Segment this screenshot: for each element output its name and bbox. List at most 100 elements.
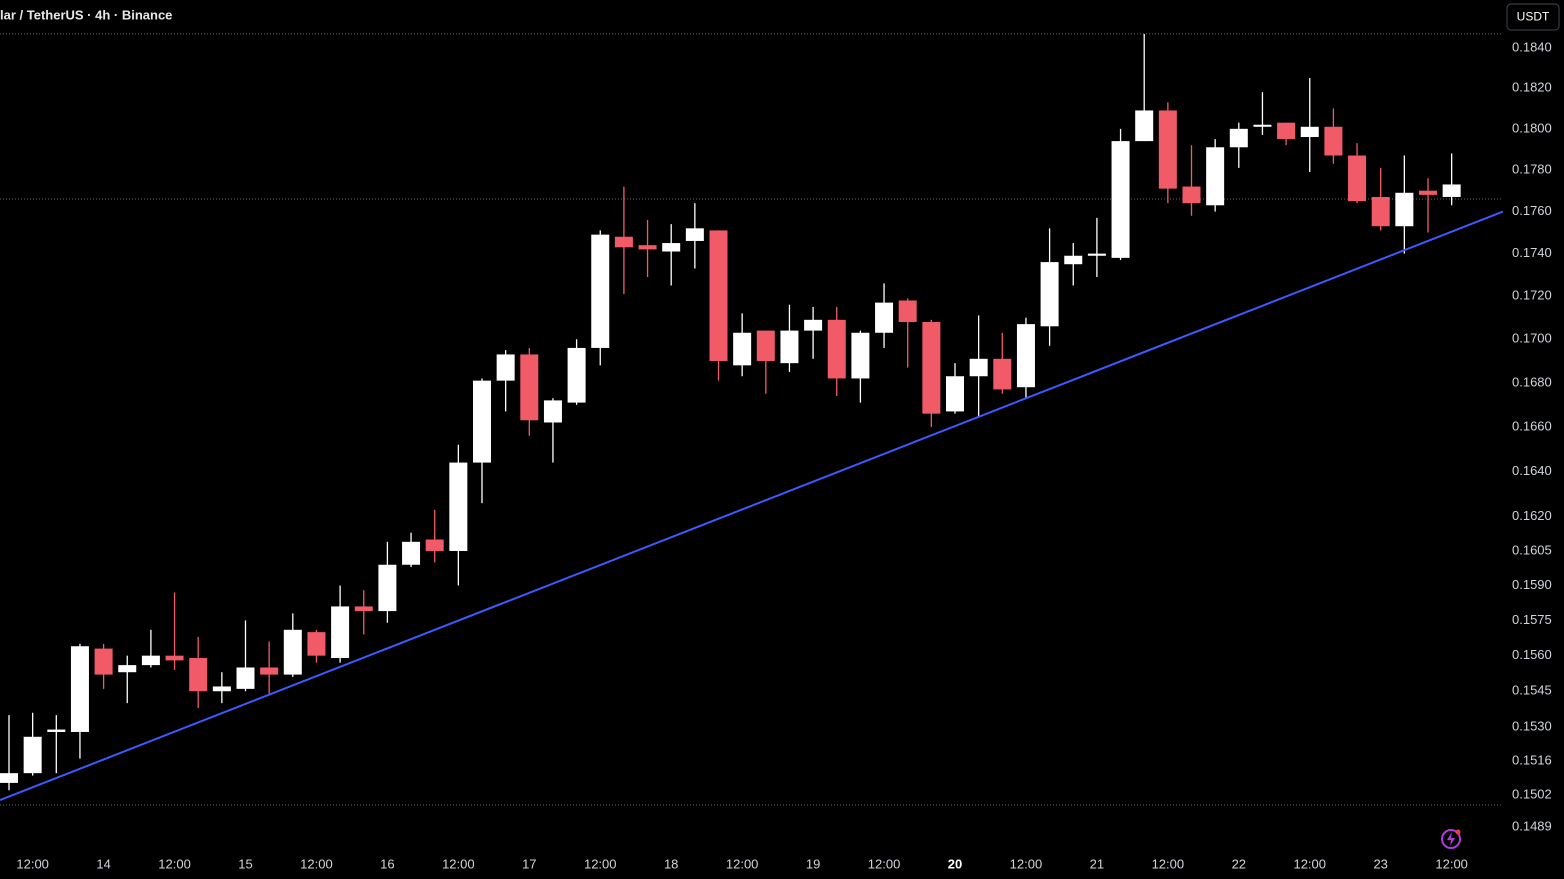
x-tick-label: 12:00: [868, 856, 901, 871]
candle-body: [1277, 122, 1296, 140]
y-tick-label: 0.1502: [1512, 787, 1552, 802]
candle-body: [1135, 110, 1154, 142]
x-tick-label: 12:00: [726, 856, 759, 871]
candle-body: [567, 347, 586, 403]
x-tick-label: 12:00: [16, 856, 49, 871]
y-tick-label: 0.1605: [1512, 542, 1552, 557]
candle-body: [1442, 184, 1461, 197]
y-tick-label: 0.1840: [1512, 39, 1552, 54]
y-tick-label: 0.1800: [1512, 120, 1552, 135]
y-tick-label: 0.1560: [1512, 647, 1552, 662]
candle-body: [70, 646, 89, 732]
candle-body: [756, 330, 775, 361]
candle-body: [118, 665, 137, 673]
candle-body: [141, 655, 160, 666]
x-tick-label: 18: [664, 856, 678, 871]
candle-body: [1253, 124, 1272, 127]
candle-body: [47, 729, 66, 732]
y-tick-label: 0.1640: [1512, 463, 1552, 478]
y-tick-label: 0.1740: [1512, 245, 1552, 260]
button-frame[interactable]: [1506, 3, 1560, 31]
x-tick-label: 12:00: [1435, 856, 1468, 871]
candle-body: [1229, 128, 1248, 148]
candle-body: [1158, 110, 1177, 189]
candle-body: [1111, 141, 1130, 258]
candle-body: [1324, 126, 1343, 156]
candle-body: [23, 736, 42, 774]
x-tick-label: 20: [948, 856, 962, 871]
candle-body: [496, 354, 515, 381]
candle-body: [804, 319, 823, 331]
y-tick-label: 0.1720: [1512, 288, 1552, 303]
icon-dot[interactable]: [1455, 829, 1461, 835]
x-tick-label: 21: [1090, 856, 1104, 871]
candle-body: [1395, 192, 1414, 227]
candle-body: [402, 541, 421, 565]
candle-body: [212, 686, 231, 692]
candle-body: [354, 606, 373, 612]
x-tick-label: 12:00: [158, 856, 191, 871]
candle-body: [283, 629, 302, 675]
candle-body: [1206, 147, 1225, 206]
y-tick-label: 0.1820: [1512, 80, 1552, 95]
y-tick-label: 0.1700: [1512, 331, 1552, 346]
candle-body: [1419, 190, 1437, 195]
x-tick-label: 17: [522, 856, 536, 871]
candle-body: [189, 658, 208, 692]
candle-body: [638, 245, 657, 250]
y-tick-label: 0.1575: [1512, 612, 1552, 627]
candle-body: [1040, 262, 1059, 327]
x-tick-label: 12:00: [584, 856, 617, 871]
candle-body: [94, 648, 113, 675]
x-tick-label: 16: [380, 856, 394, 871]
candle-body: [165, 655, 184, 661]
currency-button[interactable]: USDT: [1506, 3, 1560, 31]
y-tick-label: 0.1530: [1512, 719, 1552, 734]
candle-body: [709, 230, 728, 361]
candle-body: [1064, 255, 1083, 265]
y-tick-label: 0.1590: [1512, 577, 1552, 592]
currency-label[interactable]: USDT: [1517, 10, 1550, 24]
candle-body: [307, 632, 326, 656]
icon-bolt[interactable]: [1447, 832, 1455, 846]
x-tick-label: 19: [806, 856, 820, 871]
y-tick-label: 0.1516: [1512, 752, 1552, 767]
candle-body: [1300, 126, 1319, 138]
candle-body: [1087, 253, 1106, 256]
candle-body: [0, 773, 18, 783]
candle-body: [851, 332, 870, 379]
candle-body: [1348, 155, 1367, 202]
candle-body: [614, 236, 633, 248]
candle-body: [946, 376, 964, 412]
candle-body: [662, 243, 681, 252]
candle-body: [922, 321, 941, 414]
x-tick-label: 14: [96, 856, 110, 871]
x-tick-label: 12:00: [442, 856, 475, 871]
candle-body: [993, 358, 1012, 390]
candle-body: [591, 234, 610, 348]
trend-line: [0, 210, 1504, 801]
y-tick-label: 0.1780: [1512, 161, 1552, 176]
candle-body: [378, 564, 397, 612]
x-tick-label: 12:00: [1293, 856, 1326, 871]
candle-body: [520, 354, 539, 421]
y-tick-label: 0.1545: [1512, 683, 1552, 698]
candle-body: [331, 606, 350, 659]
candle-body: [260, 667, 279, 675]
x-tick-label: 12:00: [1152, 856, 1185, 871]
x-tick-label: 23: [1373, 856, 1387, 871]
x-tick-label: 22: [1232, 856, 1246, 871]
candle-body: [236, 667, 255, 689]
candle-body: [898, 300, 917, 322]
candle-body: [827, 319, 846, 379]
icon-ring[interactable]: [1441, 829, 1461, 849]
candle-body: [473, 380, 491, 463]
y-tick-label: 0.1620: [1512, 508, 1552, 523]
candle-body: [969, 358, 988, 377]
x-tick-label: 12:00: [1010, 856, 1043, 871]
candle-body: [449, 462, 468, 551]
candle-body: [1371, 196, 1390, 227]
alert-icon[interactable]: [1441, 829, 1461, 849]
